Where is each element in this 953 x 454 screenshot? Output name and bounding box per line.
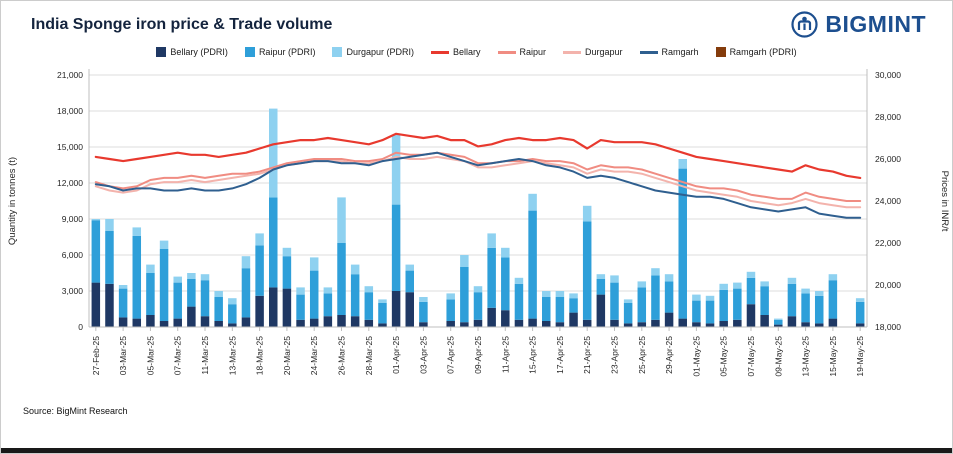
chart-area: 21,000 18,000 15,000 12,000 9,000 6,000 3,000 0… bbox=[1, 59, 952, 406]
legend-line-swatch bbox=[497, 50, 516, 54]
svg-text:05-May-25: 05-May-25 bbox=[719, 336, 729, 377]
legend-label: Ramgarh bbox=[661, 47, 699, 57]
legend: Bellary (PDRI) Raipur (PDRI) Durgapur (PDR… bbox=[1, 47, 952, 57]
bigmint-logo-text: BIGMINT bbox=[825, 11, 926, 37]
svg-text:27-Feb-25: 27-Feb-25 bbox=[91, 336, 101, 375]
svg-text:11-Mar-25: 11-Mar-25 bbox=[200, 336, 210, 375]
svg-text:30,000: 30,000 bbox=[875, 70, 901, 80]
legend-bar-swatch bbox=[156, 47, 167, 57]
legend-item-ramgarh: Ramgarh bbox=[639, 47, 699, 57]
svg-text:12,000: 12,000 bbox=[57, 178, 83, 188]
svg-text:0: 0 bbox=[78, 322, 83, 332]
svg-text:28-Mar-25: 28-Mar-25 bbox=[364, 336, 374, 375]
svg-text:05-Mar-25: 05-Mar-25 bbox=[145, 336, 155, 375]
svg-text:15,000: 15,000 bbox=[57, 142, 83, 152]
legend-label: Bellary bbox=[452, 47, 481, 57]
svg-text:11-Apr-25: 11-Apr-25 bbox=[500, 336, 510, 373]
legend-label: Bellary (PDRI) bbox=[170, 47, 228, 57]
svg-text:Quantity in tonnes (t): Quantity in tonnes (t) bbox=[7, 157, 18, 245]
svg-text:18,000: 18,000 bbox=[57, 106, 83, 116]
chart-canvas: 21,000 18,000 15,000 12,000 9,000 6,000 3,000 0… bbox=[7, 69, 950, 377]
svg-text:20-Mar-25: 20-Mar-25 bbox=[282, 336, 292, 375]
legend-bar-swatch bbox=[332, 47, 343, 57]
legend-label: Ramgarh (PDRI) bbox=[729, 47, 797, 57]
legend-item-durgapur: Durgapur bbox=[563, 47, 623, 57]
svg-text:19-May-25: 19-May-25 bbox=[855, 336, 865, 377]
svg-text:03-Apr-25: 03-Apr-25 bbox=[418, 336, 428, 374]
svg-text:07-Mar-25: 07-Mar-25 bbox=[173, 336, 183, 375]
legend-item-raipur: Raipur bbox=[497, 47, 547, 57]
svg-text:23-Apr-25: 23-Apr-25 bbox=[610, 336, 620, 374]
svg-text:09-May-25: 09-May-25 bbox=[773, 336, 783, 377]
svg-text:24,000: 24,000 bbox=[875, 196, 901, 206]
svg-text:6,000: 6,000 bbox=[62, 250, 84, 260]
svg-text:18,000: 18,000 bbox=[875, 322, 901, 332]
svg-text:22,000: 22,000 bbox=[875, 238, 901, 248]
legend-bar-swatch bbox=[244, 47, 255, 57]
svg-text:3,000: 3,000 bbox=[62, 286, 84, 296]
svg-text:Prices in INR/t: Prices in INR/t bbox=[939, 171, 950, 232]
svg-text:20,000: 20,000 bbox=[875, 280, 901, 290]
svg-text:01-May-25: 01-May-25 bbox=[691, 336, 701, 377]
legend-label: Raipur bbox=[519, 47, 547, 57]
legend-label: Durgapur (PDRI) bbox=[346, 47, 414, 57]
legend-item-bellary: Bellary bbox=[430, 47, 481, 57]
svg-text:28,000: 28,000 bbox=[875, 112, 901, 122]
legend-line-swatch bbox=[639, 50, 658, 54]
svg-text:25-Apr-25: 25-Apr-25 bbox=[637, 336, 647, 374]
chart-title: India Sponge iron price & Trade volume bbox=[31, 15, 333, 33]
svg-text:29-Apr-25: 29-Apr-25 bbox=[664, 336, 674, 374]
legend-label: Durgapur bbox=[585, 47, 623, 57]
svg-text:26-Mar-25: 26-Mar-25 bbox=[337, 336, 347, 375]
bigmint-logo-icon bbox=[791, 11, 818, 38]
svg-text:01-Apr-25: 01-Apr-25 bbox=[391, 336, 401, 374]
svg-text:03-Mar-25: 03-Mar-25 bbox=[118, 336, 128, 375]
legend-line-swatch bbox=[563, 50, 582, 54]
legend-bar-swatch bbox=[715, 47, 726, 57]
svg-text:15-Apr-25: 15-Apr-25 bbox=[528, 336, 538, 374]
svg-text:13-Mar-25: 13-Mar-25 bbox=[227, 336, 237, 375]
legend-label: Raipur (PDRI) bbox=[258, 47, 316, 57]
svg-text:18-Mar-25: 18-Mar-25 bbox=[255, 336, 265, 375]
svg-text:17-Apr-25: 17-Apr-25 bbox=[555, 336, 565, 374]
svg-text:26,000: 26,000 bbox=[875, 154, 901, 164]
source-note: Source: BigMint Research bbox=[23, 406, 128, 416]
legend-item-raipur-pdri: Raipur (PDRI) bbox=[244, 47, 316, 57]
legend-item-bellary-pdri: Bellary (PDRI) bbox=[156, 47, 228, 57]
svg-text:09-Apr-25: 09-Apr-25 bbox=[473, 336, 483, 374]
header: India Sponge iron price & Trade volume B… bbox=[1, 1, 952, 38]
svg-text:07-Apr-25: 07-Apr-25 bbox=[446, 336, 456, 374]
svg-text:24-Mar-25: 24-Mar-25 bbox=[309, 336, 319, 375]
svg-text:13-May-25: 13-May-25 bbox=[801, 336, 811, 377]
svg-text:21,000: 21,000 bbox=[57, 70, 83, 80]
svg-text:07-May-25: 07-May-25 bbox=[746, 336, 756, 377]
legend-line-swatch bbox=[430, 50, 449, 54]
bottom-edge-bar bbox=[1, 448, 952, 453]
legend-item-ramgarh-pdri: Ramgarh (PDRI) bbox=[715, 47, 797, 57]
svg-text:21-Apr-25: 21-Apr-25 bbox=[582, 336, 592, 374]
bigmint-logo: BIGMINT bbox=[791, 11, 926, 38]
svg-text:15-May-25: 15-May-25 bbox=[828, 336, 838, 377]
legend-item-durgapur-pdri: Durgapur (PDRI) bbox=[332, 47, 414, 57]
svg-text:9,000: 9,000 bbox=[62, 214, 84, 224]
